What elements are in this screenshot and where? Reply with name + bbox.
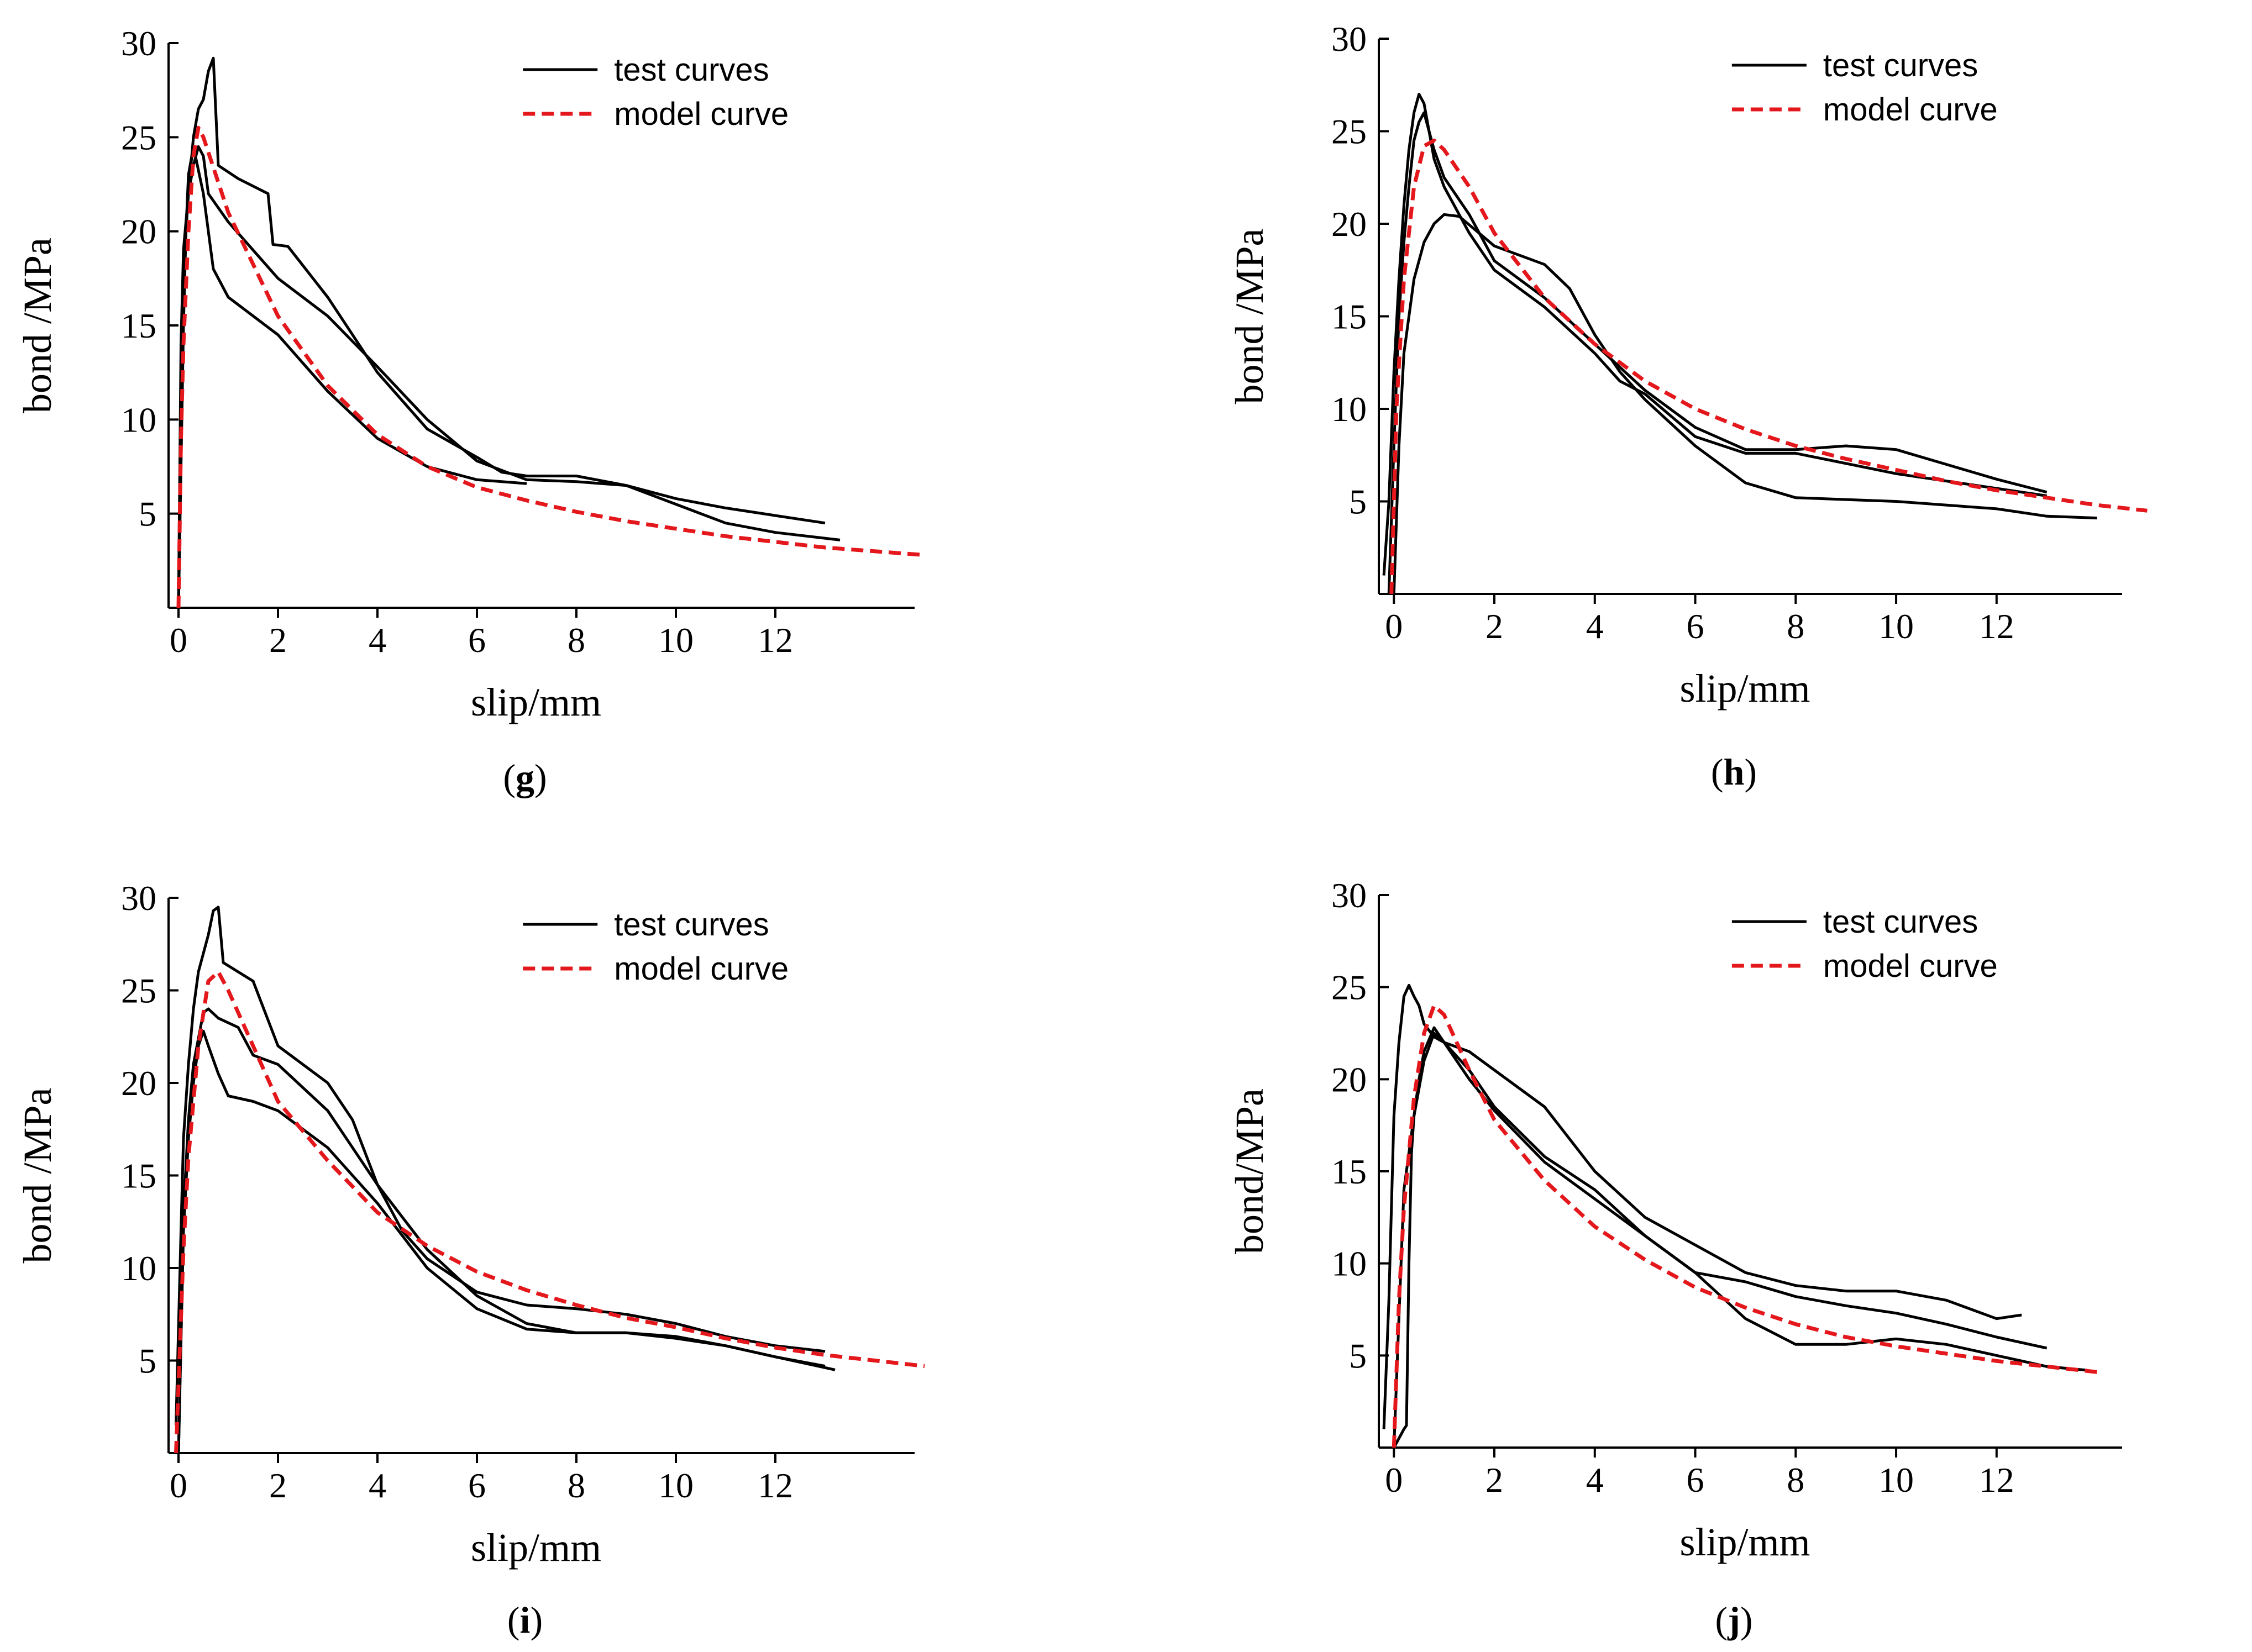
x-axis-label: slip/mm xyxy=(471,680,601,724)
chart-panel-i: 5 10 15 20 25 30 0 2 4 6 8 10 12 slip/mm bond /MPa test… xyxy=(15,878,925,1641)
y-tick-label: 20 xyxy=(1331,1060,1367,1099)
y-tick-label: 30 xyxy=(1331,19,1367,59)
y-tick-label: 5 xyxy=(1349,1336,1367,1375)
y-tick-label: 20 xyxy=(121,212,156,251)
x-tick-label: 10 xyxy=(1878,1460,1914,1500)
x-tick-label: 8 xyxy=(568,1466,585,1505)
y-tick-label: 30 xyxy=(121,24,156,63)
x-tick-label: 10 xyxy=(1878,607,1914,646)
x-tick-label: 6 xyxy=(468,620,486,660)
x-tick-label: 6 xyxy=(468,1466,486,1505)
x-tick-label: 2 xyxy=(269,1466,287,1505)
panel-caption-letter: g xyxy=(516,756,534,798)
y-tick-label: 25 xyxy=(1331,112,1367,151)
panel-caption-letter: i xyxy=(520,1599,531,1641)
test-curve-line xyxy=(177,145,527,608)
x-axis-label: slip/mm xyxy=(1679,666,1810,711)
y-tick-label: 10 xyxy=(1331,1244,1367,1283)
x-tick-label: 0 xyxy=(170,620,187,660)
y-tick-label: 30 xyxy=(121,878,156,918)
legend-test-label: test curves xyxy=(1823,48,1978,83)
x-tick-label: 2 xyxy=(269,620,287,660)
x-tick-label: 12 xyxy=(1979,1460,2014,1500)
panel-caption: (i) xyxy=(507,1599,543,1641)
y-axis-label: bond /MPa xyxy=(15,1087,60,1263)
x-tick-label: 6 xyxy=(1687,607,1704,646)
test-curve-line xyxy=(1392,213,2097,594)
model-curve-line xyxy=(174,970,925,1454)
legend-model-label: model curve xyxy=(1823,948,1998,984)
y-tick-label: 15 xyxy=(121,1156,156,1196)
test-curve-line xyxy=(1387,111,2048,594)
y-tick-label: 10 xyxy=(1331,390,1367,429)
y-tick-label: 5 xyxy=(1349,482,1367,522)
test-curve-line xyxy=(1392,1032,2087,1448)
chart-panel-j: 5 10 15 20 25 30 0 2 4 6 8 10 12 slip/mm bond/MPa test … xyxy=(1227,876,2122,1641)
x-tick-label: 12 xyxy=(758,1466,793,1505)
x-tick-label: 0 xyxy=(170,1466,187,1505)
y-axis-label: bond /MPa xyxy=(1227,228,1272,404)
test-curve-line xyxy=(177,1007,836,1454)
legend-model-label: model curve xyxy=(614,96,789,132)
legend-model-label: model curve xyxy=(1823,92,1998,128)
y-tick-label: 25 xyxy=(1331,968,1367,1007)
chart-panel-g: 5 10 15 20 25 30 0 2 4 6 8 10 12 slip/mm bond /MPa test… xyxy=(15,24,925,798)
model-curve-line xyxy=(176,125,925,608)
x-tick-label: 8 xyxy=(1787,607,1804,646)
chart-panel-h: 5 10 15 20 25 30 0 2 4 6 8 10 12 slip/mm bond /MPa test… xyxy=(1227,19,2148,793)
test-curve-line xyxy=(1382,983,2022,1429)
y-tick-label: 25 xyxy=(121,118,156,157)
x-tick-label: 6 xyxy=(1687,1460,1704,1500)
test-curve-line xyxy=(1382,93,2048,576)
x-tick-label: 8 xyxy=(568,620,585,660)
model-curve-line xyxy=(1392,1003,2097,1448)
x-tick-label: 4 xyxy=(369,1466,386,1505)
x-axis-label: slip/mm xyxy=(471,1525,601,1570)
y-axis-label: bond /MPa xyxy=(15,238,60,413)
panel-caption-letter: h xyxy=(1724,751,1745,793)
x-tick-label: 2 xyxy=(1485,607,1503,646)
panel-caption-letter: j xyxy=(1727,1599,1740,1641)
x-tick-label: 12 xyxy=(1979,607,2014,646)
x-tick-label: 10 xyxy=(658,1466,694,1505)
y-tick-label: 20 xyxy=(1331,204,1367,244)
panel-caption: (j) xyxy=(1715,1599,1753,1641)
y-tick-label: 30 xyxy=(1331,876,1367,915)
y-tick-label: 5 xyxy=(139,494,156,534)
x-tick-label: 4 xyxy=(1586,1460,1604,1500)
legend-test-label: test curves xyxy=(1823,904,1978,940)
model-curve-line xyxy=(1389,138,2148,594)
panel-caption: (g) xyxy=(503,756,547,798)
test-curve-line xyxy=(175,906,826,1425)
legend-model-label: model curve xyxy=(614,951,789,987)
y-tick-label: 15 xyxy=(121,306,156,345)
y-tick-label: 15 xyxy=(1331,297,1367,336)
x-tick-label: 2 xyxy=(1485,1460,1503,1500)
y-tick-label: 20 xyxy=(121,1064,156,1103)
y-tick-label: 15 xyxy=(1331,1152,1367,1191)
y-tick-label: 10 xyxy=(121,1249,156,1288)
x-axis-label: slip/mm xyxy=(1679,1520,1810,1564)
y-tick-label: 5 xyxy=(139,1341,156,1381)
x-tick-label: 4 xyxy=(1586,607,1604,646)
legend-test-label: test curves xyxy=(614,52,769,88)
x-tick-label: 8 xyxy=(1787,1460,1804,1500)
x-tick-label: 0 xyxy=(1385,607,1403,646)
y-axis-label: bond/MPa xyxy=(1227,1088,1272,1254)
y-tick-label: 10 xyxy=(121,400,156,439)
test-curve-line xyxy=(1393,1026,2048,1449)
x-tick-label: 4 xyxy=(369,620,386,660)
x-tick-label: 0 xyxy=(1385,1460,1403,1500)
panel-caption: (h) xyxy=(1711,751,1757,793)
x-tick-label: 12 xyxy=(758,620,793,660)
legend-test-label: test curves xyxy=(614,907,769,943)
y-tick-label: 25 xyxy=(121,971,156,1011)
x-tick-label: 10 xyxy=(658,620,694,660)
